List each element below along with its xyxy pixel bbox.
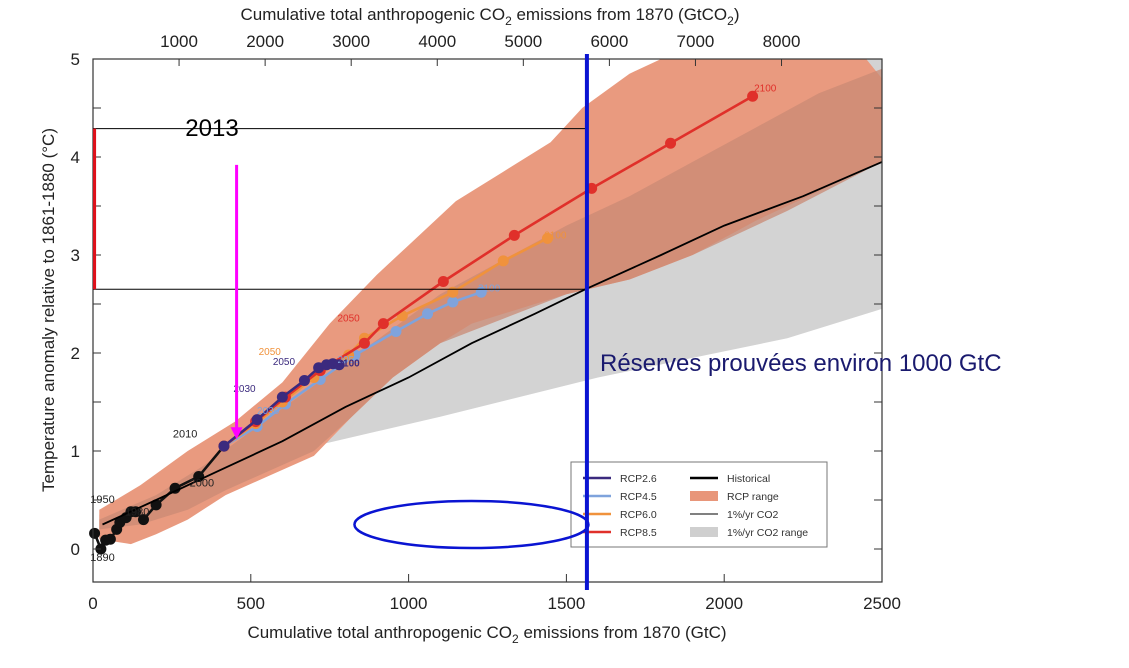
legend-label: 1%/yr CO2 range bbox=[727, 527, 808, 539]
x2-tick-label: 4000 bbox=[418, 32, 456, 51]
legend-label: RCP4.5 bbox=[620, 491, 657, 503]
rcp2-6-year-label: 2030 bbox=[233, 384, 256, 395]
y-axis-title: Temperature anomaly relative to 1861-188… bbox=[39, 128, 58, 492]
y-tick-label: 4 bbox=[71, 148, 80, 167]
x-tick-label: 1000 bbox=[390, 594, 428, 613]
rcp4-5-year-label: 2030 bbox=[257, 406, 280, 417]
legend-swatch bbox=[690, 491, 718, 501]
bands-layer bbox=[99, 59, 882, 545]
historical-year-label: 1890 bbox=[90, 552, 114, 564]
series-rcp2-6 bbox=[218, 358, 345, 452]
x-tick-label: 2000 bbox=[705, 594, 743, 613]
legend-item-1-yr-co2: 1%/yr CO2 bbox=[690, 509, 779, 521]
rcp6-0-point bbox=[497, 255, 509, 267]
rcp4-5-point bbox=[390, 325, 402, 337]
y-tick-label: 3 bbox=[71, 246, 80, 265]
1-yr-co2-line bbox=[102, 161, 883, 526]
legend-swatch bbox=[690, 527, 718, 537]
historical-point bbox=[89, 527, 101, 539]
x-tick-label: 500 bbox=[237, 594, 265, 613]
rcp8-5-year-label: 2050 bbox=[338, 314, 361, 325]
reserves-annotation: Réserves prouvées environ 1000 GtC bbox=[600, 350, 1002, 377]
historical-point bbox=[137, 514, 149, 526]
y-tick-label: 0 bbox=[71, 540, 80, 559]
legend: RCP2.6 RCP4.5 RCP6.0 RCP8.5 Historical RCP ra… bbox=[570, 461, 828, 548]
historical-year-label: 2010 bbox=[173, 428, 197, 440]
top-axis-title: Cumulative total anthropogenic CO2 emiss… bbox=[240, 5, 739, 28]
rcp6-0-point bbox=[541, 232, 553, 244]
rcp6-0-point bbox=[447, 286, 459, 298]
x-tick-label: 2500 bbox=[863, 594, 901, 613]
x2-tick-label: 2000 bbox=[246, 32, 284, 51]
rcp2-6-point bbox=[276, 391, 288, 403]
historical-year-label: 2000 bbox=[190, 477, 214, 489]
plot-frame bbox=[92, 58, 883, 583]
rcp6-0-year-label: 2050 bbox=[259, 347, 282, 358]
labels-layer: 1890195019802000201020302050210020502100… bbox=[90, 83, 777, 563]
highlight-ellipse bbox=[353, 499, 590, 550]
series-1-yr-co2 bbox=[102, 161, 883, 526]
rcp2-6-point bbox=[218, 440, 230, 452]
x-tick-label: 1500 bbox=[547, 594, 585, 613]
y-tick-label: 5 bbox=[71, 50, 80, 69]
historical-point bbox=[104, 533, 116, 545]
x2-tick-label: 8000 bbox=[763, 32, 801, 51]
legend-label: RCP2.6 bbox=[620, 473, 657, 485]
rcp4-5-point bbox=[422, 308, 434, 320]
legend-item-rcp-range: RCP range bbox=[690, 491, 779, 503]
historical-year-label: 1950 bbox=[90, 494, 114, 506]
rcp4-5-year-label: 2050 bbox=[338, 355, 361, 366]
y-tick-label: 1 bbox=[71, 442, 80, 461]
rcp2-6-point bbox=[298, 374, 310, 386]
rcp2-6-point bbox=[251, 414, 263, 426]
rcp4-5-year-label: 2100 bbox=[478, 283, 501, 294]
legend-label: RCP range bbox=[727, 491, 779, 503]
rcp2-6-point bbox=[333, 359, 345, 371]
x2-tick-label: 6000 bbox=[590, 32, 628, 51]
rcp8-5-point bbox=[437, 275, 449, 287]
x2-tick-label: 1000 bbox=[160, 32, 198, 51]
rcp4-5-point bbox=[447, 296, 459, 308]
legend-label: 1%/yr CO2 bbox=[727, 509, 779, 521]
rcp8-5-point bbox=[377, 318, 389, 330]
ticks-layer: 0 500 1000 1500 2000 2500 1000 2000 3000 4000 5000… bbox=[71, 32, 901, 613]
band-rcp-overlap-darker- bbox=[99, 68, 882, 530]
rcp8-5-point bbox=[665, 137, 677, 149]
rcp6-0-year-label: 2100 bbox=[544, 230, 567, 241]
x-tick-label: 0 bbox=[88, 594, 97, 613]
x2-tick-label: 5000 bbox=[504, 32, 542, 51]
rcp8-5-year-label: 2100 bbox=[754, 83, 777, 94]
rcp2-6-year-label: 2050 bbox=[273, 357, 296, 368]
legend-label: RCP6.0 bbox=[620, 509, 657, 521]
legend-item-historical: Historical bbox=[690, 473, 770, 485]
rcp8-5-point bbox=[358, 337, 370, 349]
legend-label: Historical bbox=[727, 473, 770, 485]
bottom-axis-title: Cumulative total anthropogenic CO2 emiss… bbox=[247, 623, 726, 646]
historical-point bbox=[169, 482, 181, 494]
magenta-arrow-head bbox=[230, 427, 243, 440]
series-layer bbox=[89, 90, 883, 555]
legend-label: RCP8.5 bbox=[620, 527, 657, 539]
series-historical bbox=[89, 440, 230, 555]
x2-tick-label: 7000 bbox=[677, 32, 715, 51]
historical-year-label: 1980 bbox=[125, 507, 149, 519]
x2-tick-label: 3000 bbox=[332, 32, 370, 51]
rcp2-6-year-label: 2100 bbox=[338, 359, 361, 370]
y-tick-label: 2 bbox=[71, 344, 80, 363]
rcp8-5-point bbox=[508, 229, 520, 241]
legend-item-1-yr-co2-range: 1%/yr CO2 range bbox=[690, 527, 808, 539]
rcp8-5-point bbox=[747, 90, 759, 102]
